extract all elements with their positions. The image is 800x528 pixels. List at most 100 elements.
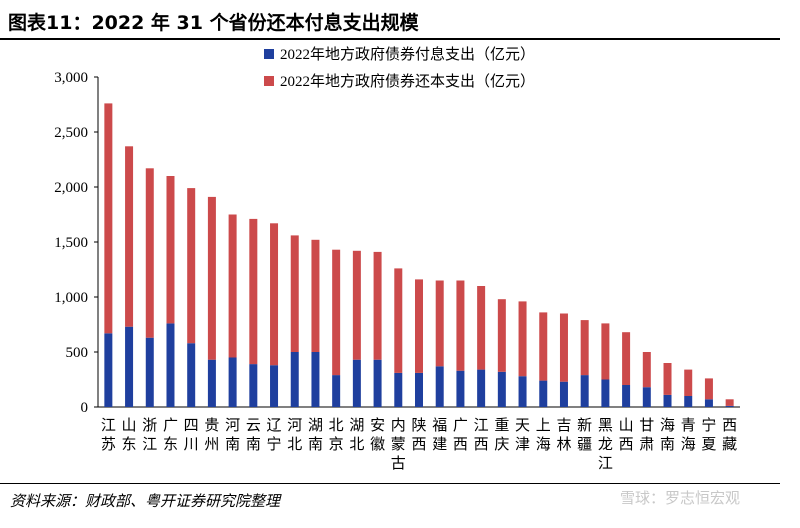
x-category-label: 天津 [515,416,530,453]
x-category-label: 陕西 [411,416,426,453]
y-tick-label: 3,000 [54,70,88,86]
x-category-label: 安徽 [370,416,385,453]
x-category-label: 湖北 [349,416,364,453]
chart-bars [104,103,734,407]
page-title: 图表11：2022 年 31 个省份还本付息支出规模 [8,12,419,34]
bar-interest [352,359,361,407]
x-category-label: 海南 [660,416,675,453]
bar-interest [601,379,610,407]
x-category-label: 甘肃 [639,416,654,453]
bar-principal [456,280,465,371]
x-category-label: 浙江 [142,416,157,453]
bar-principal [497,299,506,372]
bar-interest [663,394,672,407]
bar-interest [104,333,113,407]
bar-principal [684,369,693,396]
x-category-label: 辽宁 [267,416,282,453]
bar-principal [104,103,113,334]
bar-principal [249,218,258,365]
bar-principal [207,196,216,360]
bar-interest [125,326,134,407]
bar-interest [559,381,568,407]
x-category-label: 广西 [453,416,468,453]
bar-interest [145,337,154,407]
bar-interest [704,399,713,407]
legend-swatch-interest [264,49,274,59]
x-category-label: 云南 [246,416,261,453]
bar-interest [187,343,196,407]
y-tick-label: 1,500 [54,235,88,251]
bar-principal [125,146,134,327]
legend-label-interest: 2022年地方政府债券付息支出（亿元） [280,46,535,63]
bar-principal [704,378,713,400]
bar-principal [166,176,175,324]
x-category-label: 江西 [474,416,489,453]
x-category-label: 北京 [329,416,344,453]
x-category-label: 重庆 [494,416,509,453]
bar-interest [332,375,341,407]
bar-interest [642,387,651,407]
bar-interest [497,371,506,407]
x-category-label: 西藏 [722,416,737,453]
bar-principal [539,312,548,381]
bar-interest [290,352,299,407]
legend-swatch-principal [264,76,274,86]
bar-principal [373,251,382,360]
x-category-label: 青海 [681,416,696,453]
chart-legend: 2022年地方政府债券付息支出（亿元） 2022年地方政府债券还本支出（亿元） [264,46,535,90]
bar-interest [270,365,279,407]
bar-principal [352,250,361,360]
x-category-label: 河南 [225,416,240,453]
bar-principal [725,399,734,406]
y-tick-label: 2,000 [54,180,88,196]
bar-principal [394,268,403,373]
x-category-label: 宁夏 [701,416,716,453]
bar-principal [311,239,320,352]
bar-principal [622,332,631,385]
title-divider [0,38,780,40]
bar-principal [518,301,527,377]
bar-interest [415,372,423,407]
bar-interest [477,369,486,407]
bar-principal [228,214,237,358]
y-tick-label: 0 [81,400,89,416]
source-note: 资料来源：财政部、粤开证券研究院整理 [10,492,281,510]
bar-interest [580,375,589,407]
bar-principal [663,363,672,395]
bar-interest [311,352,320,407]
x-category-label: 新疆 [577,416,592,453]
bar-principal [332,249,341,376]
bar-principal [559,313,568,382]
x-category-label: 河北 [287,416,302,453]
bar-principal [435,280,444,367]
bar-interest [373,359,382,407]
x-category-label: 广东 [163,416,178,453]
x-category-label: 上海 [536,416,551,453]
category-labels: 江苏山东浙江广东四川贵州河南云南辽宁河北湖南北京湖北安徽内蒙古陕西福建广西江西重… [101,416,737,472]
stacked-bar-chart: 2022年地方政府债券付息支出（亿元） 2022年地方政府债券还本支出（亿元） … [54,46,740,472]
watermark: 雪球：罗志恒宏观 [620,489,741,507]
x-category-label: 山东 [122,416,137,453]
y-tick-label: 2,500 [54,125,88,141]
bar-interest [207,359,216,407]
x-category-label: 山西 [619,416,634,453]
bar-principal [145,168,154,338]
bar-interest [622,385,631,407]
bar-interest [228,357,237,407]
bar-interest [435,366,444,407]
bar-interest [684,396,693,407]
bar-interest [249,364,258,407]
y-tick-label: 1,000 [54,290,88,306]
x-category-label: 吉林 [556,416,571,453]
bar-interest [539,380,548,407]
bar-principal [642,352,651,388]
x-category-label: 湖南 [308,416,323,453]
footer-divider [0,483,780,484]
bar-interest [456,370,465,407]
bar-principal [580,320,589,376]
chart-axes: 0 500 1,000 1,500 2,000 2,500 3,000 [54,70,740,416]
x-category-label: 四川 [184,416,199,453]
x-category-label: 黑龙江 [598,416,613,472]
y-tick-label: 500 [66,345,89,361]
bar-principal [290,235,299,352]
